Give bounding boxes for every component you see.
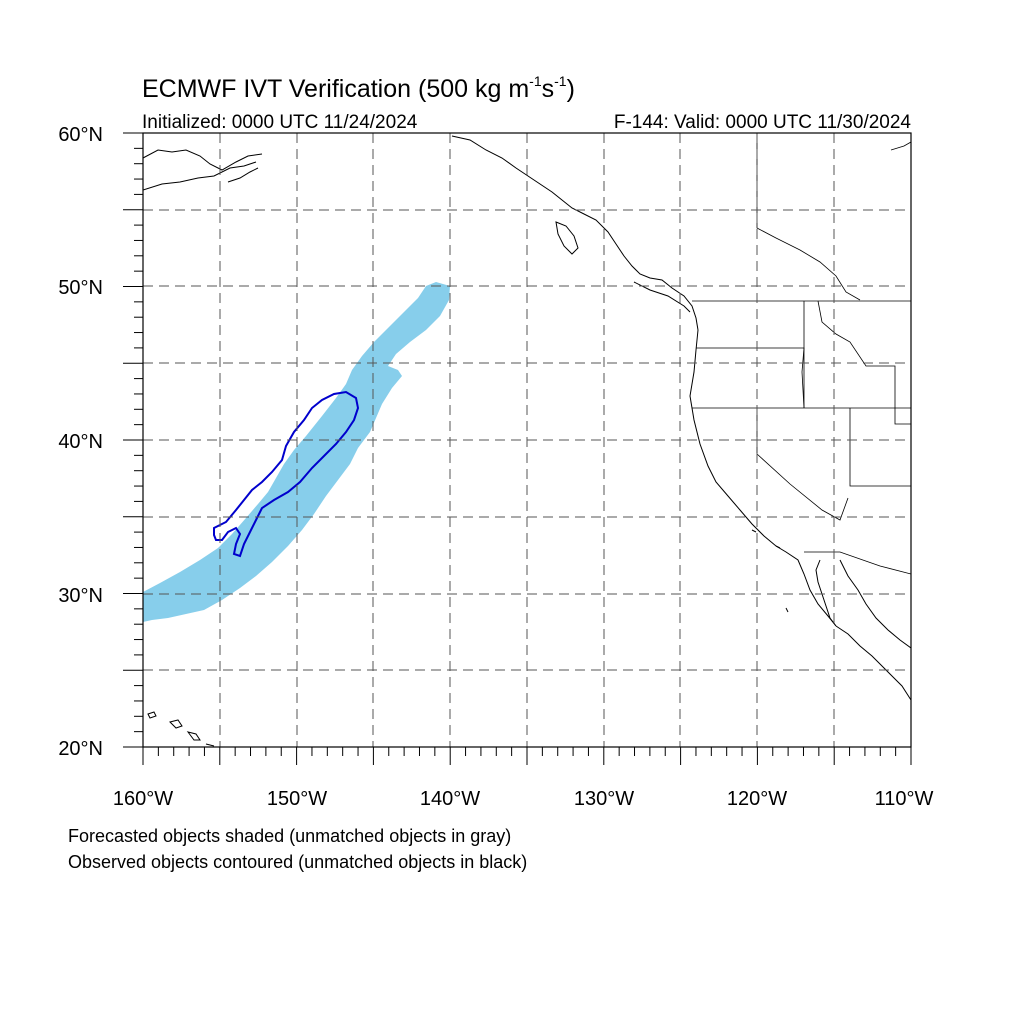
lat-label-30: 30°N: [58, 585, 103, 607]
lon-label-140w: 140°W: [420, 788, 480, 810]
lon-label-150w: 150°W: [267, 788, 327, 810]
axis-ticks: [123, 132, 912, 765]
lon-label-130w: 130°W: [574, 788, 634, 810]
lon-label-120w: 120°W: [727, 788, 787, 810]
lat-label-50: 50°N: [58, 277, 103, 299]
coastlines: [143, 135, 911, 747]
map-title: ECMWF IVT Verification (500 kg m-1s-1): [142, 73, 575, 103]
initialized-label: Initialized: 0000 UTC 11/24/2024: [142, 112, 418, 133]
lon-label-110w: 110°W: [875, 788, 934, 810]
legend-observed-note: Observed objects contoured (unmatched ob…: [68, 852, 528, 872]
lat-label-20: 20°N: [58, 738, 103, 760]
legend-forecast-note: Forecasted objects shaded (unmatched obj…: [68, 826, 512, 846]
political-borders: [692, 133, 911, 575]
lat-label-40: 40°N: [58, 431, 103, 453]
observed-object-contour: [213, 390, 360, 558]
lon-label-160w: 160°W: [113, 788, 173, 810]
valid-label: F-144: Valid: 0000 UTC 11/30/2024: [614, 112, 912, 133]
graticule: [143, 133, 911, 747]
lat-label-60: 60°N: [58, 124, 103, 146]
